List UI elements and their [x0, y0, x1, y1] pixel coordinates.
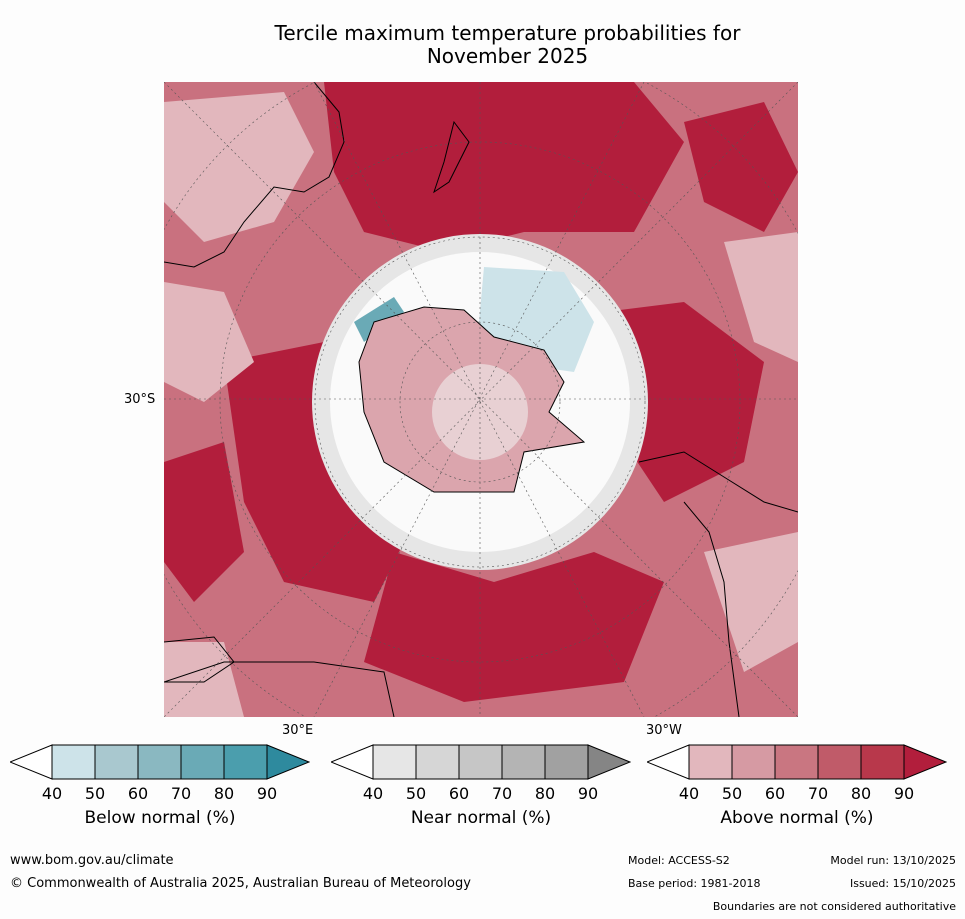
- copyright-text: © Commonwealth of Australia 2025, Austra…: [10, 876, 471, 891]
- colorbar-near: [331, 744, 631, 780]
- legend-above-normal: 40 50 60 70 80 90 Above normal (%): [647, 744, 947, 844]
- chart-title: Tercile maximum temperature probabilitie…: [250, 22, 765, 68]
- madagascar-coast: [164, 636, 235, 683]
- colorbar-below: [10, 744, 310, 780]
- ticks-above: 40 50 60 70 80 90: [647, 784, 947, 803]
- colorbar-segment: [544, 744, 589, 780]
- colorbar-above: [647, 744, 947, 780]
- longitude-label-east: 30°E: [282, 723, 314, 738]
- title-line-1: Tercile maximum temperature probabilitie…: [274, 21, 741, 45]
- colorbar-segment: [94, 744, 139, 780]
- tick-label: 80: [850, 784, 872, 803]
- colorbar-segment: [817, 744, 862, 780]
- tick-label: 80: [213, 784, 235, 803]
- tick-label: 50: [84, 784, 106, 803]
- colorbar-segment: [223, 744, 268, 780]
- tick-label: 40: [41, 784, 63, 803]
- colorbar-segment: [180, 744, 225, 780]
- latitude-label: 30°S: [124, 392, 156, 407]
- colorbar-segment: [501, 744, 546, 780]
- tick-label: 70: [491, 784, 513, 803]
- tick-label: 40: [678, 784, 700, 803]
- tick-label: 70: [170, 784, 192, 803]
- tick-label: 60: [127, 784, 149, 803]
- colorbar-segment: [688, 744, 733, 780]
- colorbar-segment: [372, 744, 417, 780]
- disclaimer: Boundaries are not considered authoritat…: [712, 900, 956, 913]
- legend-near-normal: 40 50 60 70 80 90 Near normal (%): [331, 744, 631, 844]
- issued-date: Issued: 15/10/2025: [849, 877, 956, 890]
- colorbar-segment: [731, 744, 776, 780]
- graticule: [164, 82, 798, 717]
- australia-coast: [164, 82, 345, 268]
- below-normal-streak: [354, 297, 404, 342]
- legend-caption-below: Below normal (%): [84, 808, 236, 828]
- tick-label: 60: [764, 784, 786, 803]
- map-svg: [164, 82, 798, 717]
- tick-label: 60: [448, 784, 470, 803]
- tick-label: 40: [362, 784, 384, 803]
- title-line-2: November 2025: [426, 44, 589, 68]
- weak-above-normal-regions: [164, 92, 798, 717]
- tick-label: 90: [893, 784, 915, 803]
- colorbar-segment: [266, 744, 310, 780]
- longitude-label-west: 30°W: [646, 723, 682, 738]
- colorbar-segment: [903, 744, 947, 780]
- colorbar-segment: [587, 744, 631, 780]
- base-period: Base period: 1981-2018: [628, 877, 761, 890]
- colorbar-segment: [137, 744, 182, 780]
- model-run: Model run: 13/10/2025: [830, 854, 956, 867]
- model-name: Model: ACCESS-S2: [628, 854, 730, 867]
- south-america-coast: [638, 451, 798, 717]
- website-link[interactable]: www.bom.gov.au/climate: [10, 853, 174, 868]
- legend-caption-above: Above normal (%): [720, 808, 874, 828]
- tick-label: 70: [807, 784, 829, 803]
- colorbar-segment: [860, 744, 905, 780]
- legend-caption-near: Near normal (%): [410, 808, 552, 828]
- legend-below-normal: 40 50 60 70 80 90 Below normal (%): [10, 744, 310, 844]
- probability-map[interactable]: [164, 82, 798, 717]
- colorbar-segment: [774, 744, 819, 780]
- new-zealand-coast: [433, 120, 470, 194]
- colorbar-segment: [458, 744, 503, 780]
- colorbar-segment: [51, 744, 96, 780]
- coastlines: [164, 82, 798, 717]
- tick-label: 50: [721, 784, 743, 803]
- ticks-near: 40 50 60 70 80 90: [331, 784, 631, 803]
- tick-label: 50: [405, 784, 427, 803]
- tick-label: 90: [256, 784, 278, 803]
- africa-coast: [164, 661, 395, 717]
- tick-label: 80: [534, 784, 556, 803]
- colorbar-segment: [415, 744, 460, 780]
- ticks-below: 40 50 60 70 80 90: [10, 784, 310, 803]
- tick-label: 90: [577, 784, 599, 803]
